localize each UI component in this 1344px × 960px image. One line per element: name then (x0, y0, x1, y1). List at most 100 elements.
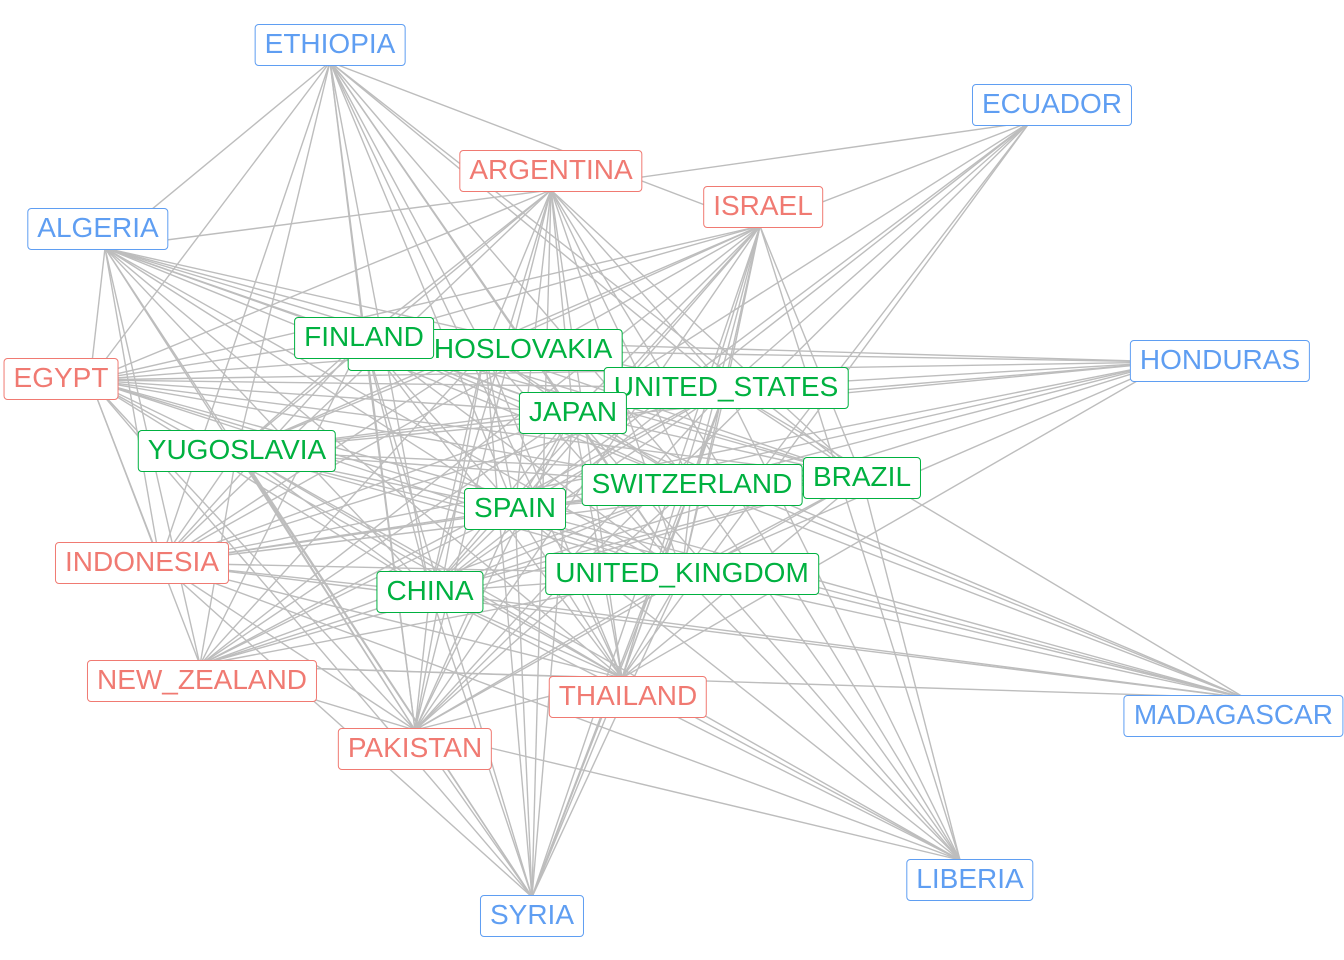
edge-thailand-yugoslavia (236, 450, 623, 679)
edge-argentina-czechoslovakia (484, 189, 552, 351)
node-united-states[interactable]: UNITED_STATES (603, 367, 849, 409)
edge-egypt-japan (89, 379, 574, 414)
edge-pakistan-switzerland (414, 484, 693, 731)
node-israel[interactable]: ISRAEL (703, 186, 823, 228)
edge-honduras-united_kingdom (681, 361, 1171, 575)
node-finland[interactable]: FINLAND (294, 317, 434, 359)
edge-egypt-united_kingdom (89, 379, 683, 575)
edge-ethiopia-yugoslavia (236, 61, 331, 452)
edge-algeria-spain (104, 247, 516, 510)
edge-algeria-argentina (104, 189, 552, 249)
edge-argentina-united_states (550, 189, 727, 389)
edge-madagascar-japan (572, 412, 1246, 699)
edge-pakistan-china (414, 591, 431, 731)
node-thailand[interactable]: THAILAND (548, 676, 708, 718)
edge-new_zealand-united_states (199, 387, 727, 666)
edge-egypt-brazil (89, 379, 863, 479)
edge-egypt-thailand (89, 379, 623, 679)
edge-pakistan-brazil (414, 477, 863, 731)
node-new-zealand[interactable]: NEW_ZEALAND (86, 660, 318, 702)
edge-ethiopia-czechoslovakia (329, 61, 486, 351)
edge-israel-liberia (759, 225, 961, 861)
edge-ecuador-japan (572, 121, 1031, 414)
edge-syria-japan (531, 412, 574, 898)
node-algeria[interactable]: ALGERIA (27, 208, 169, 250)
node-ecuador[interactable]: ECUADOR (971, 84, 1133, 126)
edge-israel-thailand (621, 225, 761, 679)
edge-syria-algeria (104, 247, 533, 898)
edge-madagascar-china (429, 591, 1246, 699)
edge-ethiopia-egypt (89, 61, 331, 381)
edge-algeria-indonesia (104, 247, 161, 564)
edge-madagascar-switzerland (691, 484, 1246, 699)
edge-madagascar-indonesia (159, 562, 1246, 699)
edge-syria-czechoslovakia (484, 349, 533, 898)
edge-argentina-syria (531, 189, 552, 898)
edge-argentina-egypt (89, 189, 552, 381)
edge-ecuador-united_states (725, 121, 1031, 389)
node-brazil[interactable]: BRAZIL (802, 457, 922, 499)
edge-indonesia-united_states (159, 387, 727, 564)
node-madagascar[interactable]: MADAGASCAR (1123, 695, 1343, 737)
node-honduras[interactable]: HONDURAS (1129, 340, 1311, 382)
edge-czechoslovakia-china (429, 349, 486, 593)
node-switzerland[interactable]: SWITZERLAND (581, 464, 803, 506)
edge-pakistan-japan (414, 412, 574, 731)
node-yugoslavia[interactable]: YUGOSLAVIA (137, 430, 337, 472)
edge-argentina-pakistan (414, 189, 552, 731)
edge-ecuador-pakistan (414, 121, 1031, 731)
edge-indonesia-japan (159, 412, 574, 564)
node-syria[interactable]: SYRIA (479, 895, 585, 937)
edge-indonesia-thailand (159, 562, 623, 679)
node-ethiopia[interactable]: ETHIOPIA (254, 24, 406, 66)
edge-honduras-indonesia (159, 361, 1171, 564)
edge-israel-egypt (89, 225, 761, 381)
edge-finland-china (363, 337, 431, 593)
edge-liberia-united_kingdom (681, 573, 961, 861)
edge-algeria-china (104, 247, 431, 593)
edge-indonesia-pakistan (159, 562, 416, 731)
edge-pakistan-spain (414, 508, 516, 731)
node-united-kingdom[interactable]: UNITED_KINGDOM (545, 553, 819, 595)
edge-pakistan-czechoslovakia (414, 349, 486, 731)
edge-argentina-finland (363, 189, 552, 339)
edge-argentina-brazil (550, 189, 863, 479)
edge-ethiopia-spain (329, 61, 516, 510)
edge-czechoslovakia-spain (484, 349, 516, 510)
edge-madagascar-finland (363, 337, 1246, 699)
edge-israel-new_zealand (199, 225, 761, 666)
edge-liberia-yugoslavia (236, 450, 961, 861)
edge-liberia-brazil (861, 477, 961, 861)
edge-czechoslovakia-brazil (484, 349, 863, 479)
node-japan[interactable]: JAPAN (518, 392, 628, 434)
edge-pakistan-yugoslavia (236, 450, 416, 731)
edge-pakistan-finland (363, 337, 416, 731)
edge-new_zealand-finland (199, 337, 365, 666)
edge-argentina-liberia (550, 189, 961, 861)
edge-thailand-japan (572, 412, 623, 679)
node-china[interactable]: CHINA (376, 571, 484, 613)
edge-liberia-china (429, 591, 961, 861)
node-indonesia[interactable]: INDONESIA (54, 542, 230, 584)
edge-czechoslovakia-united_kingdom (484, 349, 683, 575)
edge-new_zealand-brazil (199, 477, 863, 666)
edge-united_states-china (429, 387, 727, 593)
edge-syria-united_kingdom (531, 573, 683, 898)
node-spain[interactable]: SPAIN (464, 488, 566, 530)
edge-ethiopia-indonesia (159, 61, 331, 564)
edge-ethiopia-united_states (329, 61, 727, 389)
edge-liberia-switzerland (691, 484, 961, 861)
edge-algeria-united_kingdom (104, 247, 683, 575)
edge-ethiopia-israel (329, 61, 761, 227)
edge-yugoslavia-china (236, 450, 431, 593)
edge-madagascar-united_states (725, 387, 1246, 699)
edge-liberia-pakistan (414, 729, 961, 861)
edge-honduras-thailand (621, 361, 1171, 679)
node-egypt[interactable]: EGYPT (3, 358, 119, 400)
node-argentina[interactable]: ARGENTINA (459, 150, 643, 192)
edge-argentina-indonesia (159, 189, 552, 564)
node-liberia[interactable]: LIBERIA (906, 859, 1034, 901)
node-pakistan[interactable]: PAKISTAN (337, 728, 493, 770)
edge-israel-indonesia (159, 225, 761, 564)
edge-egypt-new_zealand (89, 379, 201, 666)
